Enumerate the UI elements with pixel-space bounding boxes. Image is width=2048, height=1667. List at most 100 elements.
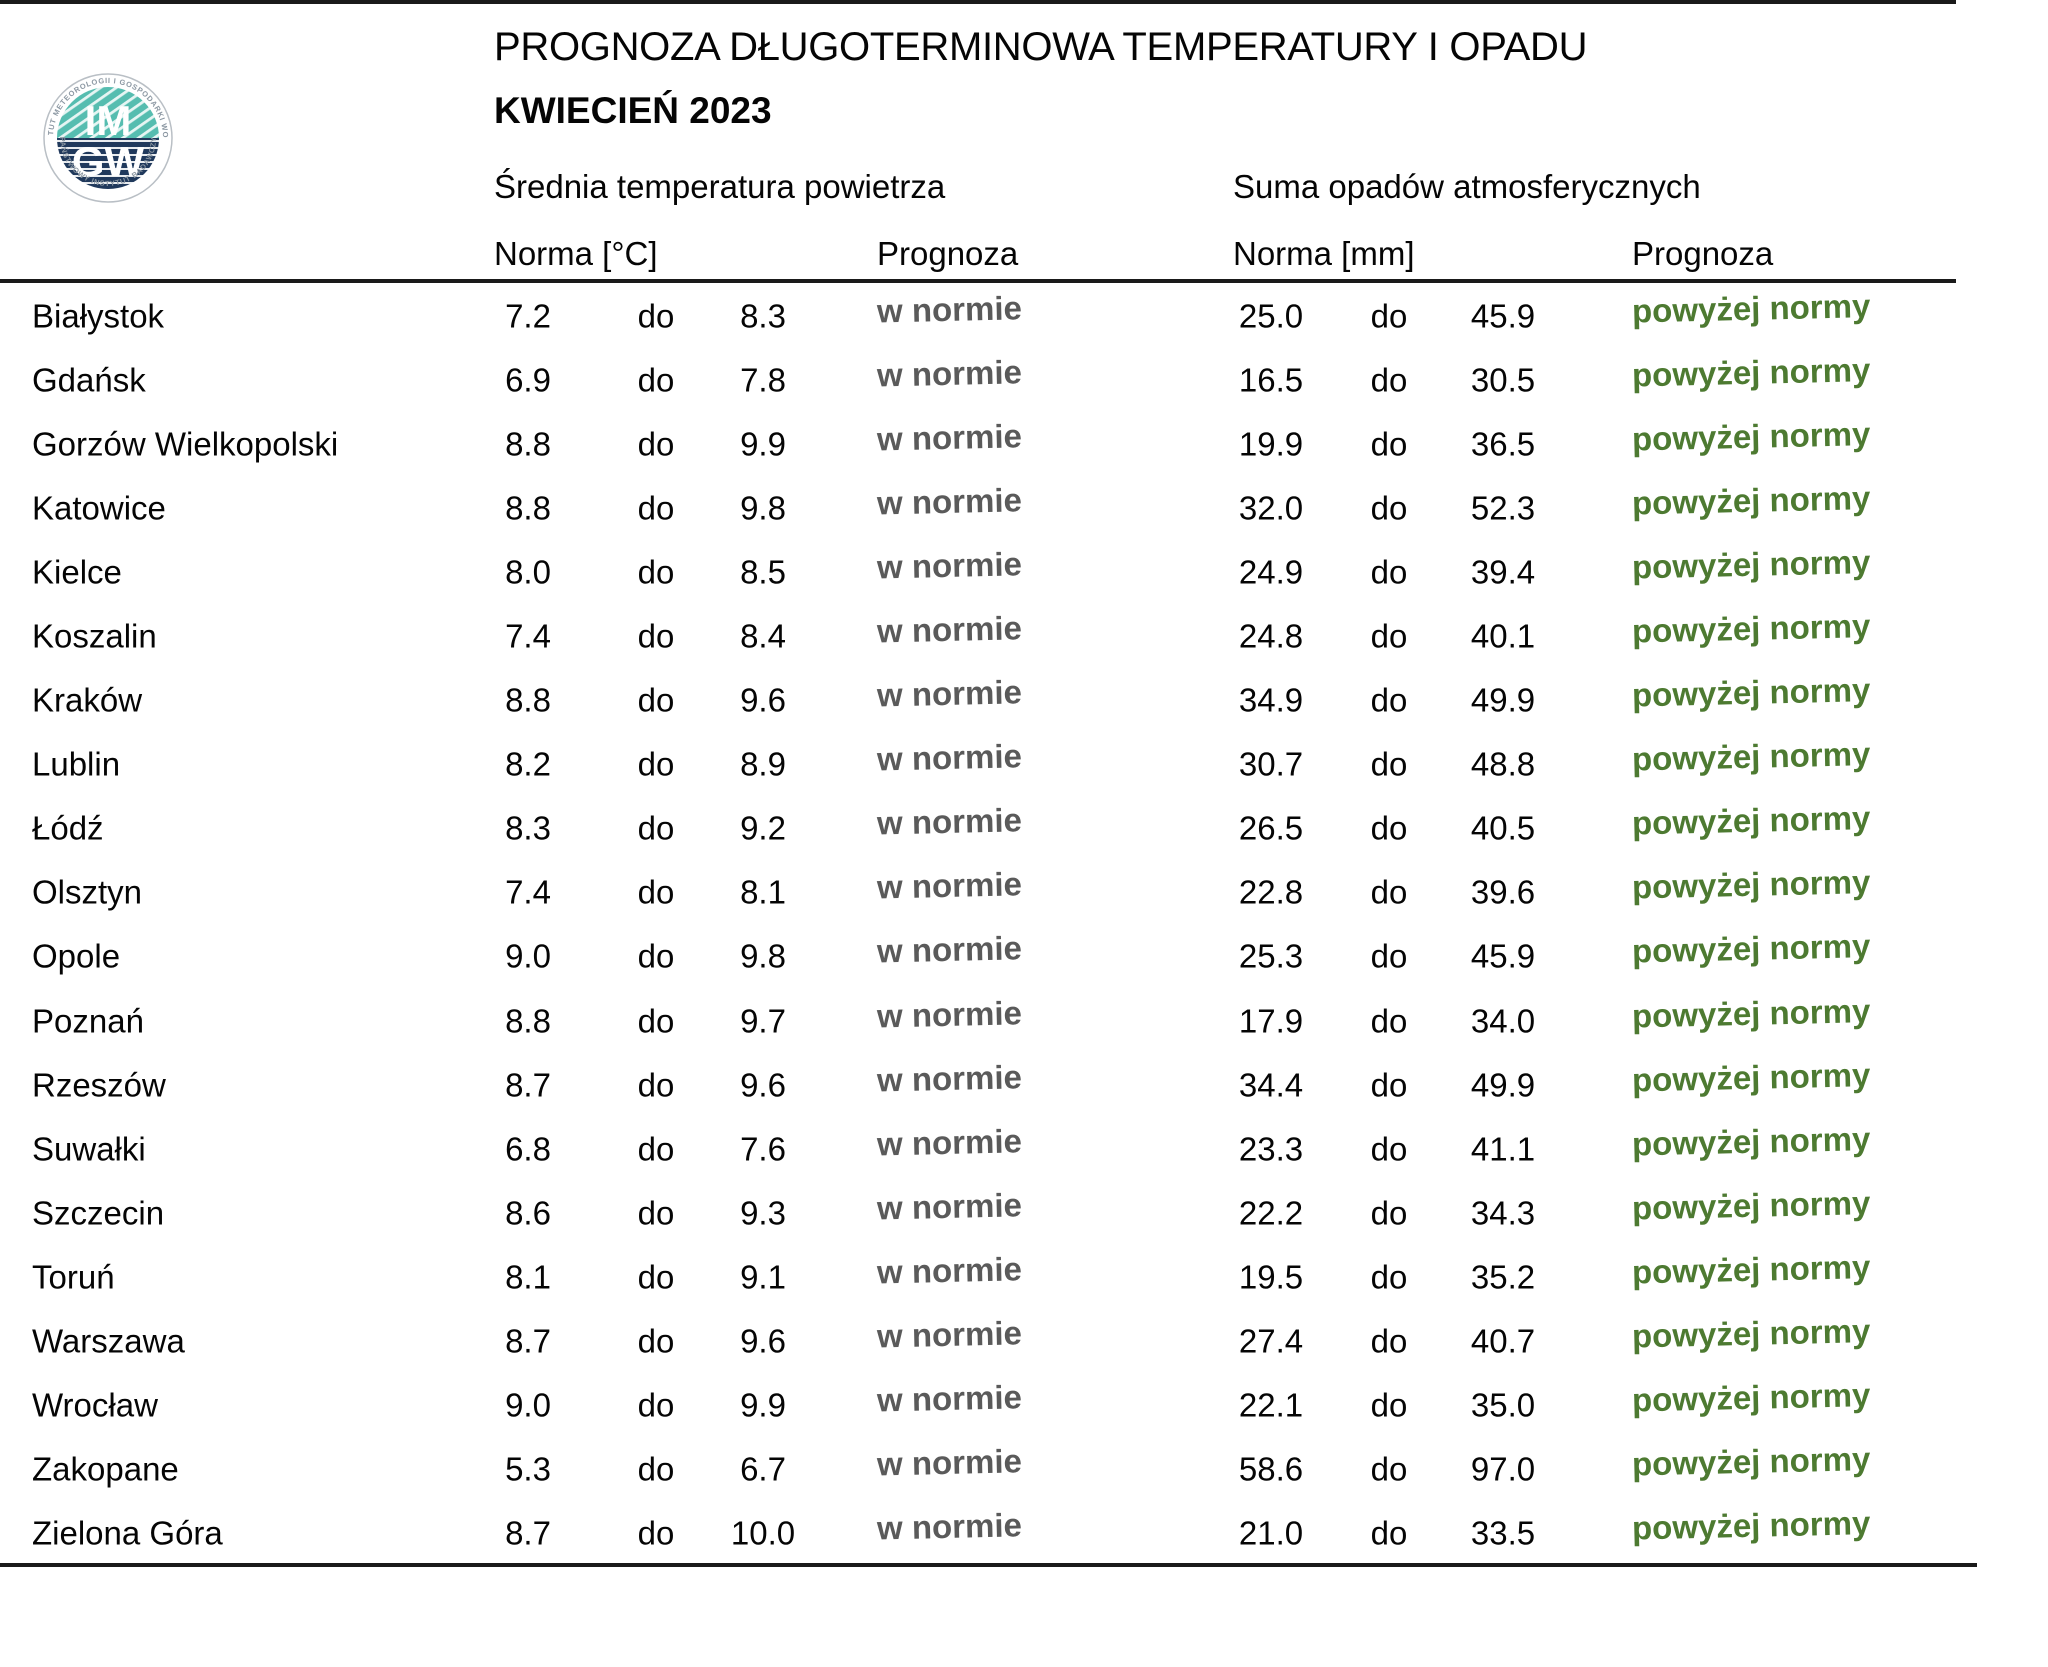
city-name: Toruń [32, 1258, 115, 1296]
temp-norm-min: 6.8 [505, 1130, 551, 1168]
precip-range-separator: do [1370, 1066, 1408, 1104]
precip-forecast-value: powyżej normy [1631, 863, 1871, 906]
precip-group-header: Suma opadów atmosferycznych [1233, 168, 1701, 205]
precip-range-separator: do [1370, 1002, 1408, 1040]
temp-range-separator: do [637, 1130, 675, 1168]
temp-range-separator: do [637, 1322, 675, 1360]
table-row: Szczecin 8.6 do 9.3 w normie 22.2 do 34.… [0, 1181, 2048, 1245]
temp-forecast-value: w normie [876, 481, 1023, 522]
temp-range-separator: do [637, 553, 675, 591]
temp-norm-min: 8.7 [505, 1514, 551, 1552]
temp-norm-min: 8.7 [505, 1322, 551, 1360]
precip-forecast-column-header: Prognoza [1632, 235, 1774, 272]
city-name: Wrocław [32, 1386, 158, 1424]
precip-forecast-value: powyżej normy [1631, 1504, 1871, 1547]
city-name: Gdańsk [32, 361, 146, 399]
temp-norm-min: 9.0 [505, 1386, 551, 1424]
temp-norm-min: 8.2 [505, 745, 551, 783]
precip-norm-max: 40.1 [1470, 617, 1536, 655]
precip-forecast-value: powyżej normy [1631, 287, 1871, 330]
temp-forecast-value: w normie [876, 1057, 1023, 1099]
precip-norm-min: 22.8 [1238, 873, 1304, 911]
precip-range-separator: do [1370, 617, 1408, 655]
temp-norm-min: 8.0 [505, 553, 551, 591]
temp-forecast-value: w normie [876, 417, 1023, 458]
city-name: Koszalin [32, 617, 157, 655]
imgw-logo: IM GW INSTYTUT METEOROLOGII I GOSPODARKI… [39, 65, 174, 204]
precip-norm-max: 35.2 [1470, 1258, 1536, 1296]
table-row: Białystok 7.2 do 8.3 w normie 25.0 do 45… [0, 284, 2048, 348]
temp-forecast-value: w normie [876, 1313, 1023, 1355]
temp-range-separator: do [637, 1002, 675, 1040]
precip-norm-max: 52.3 [1470, 489, 1536, 527]
page-subtitle: KWIECIEŃ 2023 [494, 90, 772, 131]
forecast-table-body: Białystok 7.2 do 8.3 w normie 25.0 do 45… [0, 284, 2048, 1565]
temp-forecast-value: w normie [876, 289, 1023, 330]
temp-norm-max: 9.6 [740, 681, 786, 719]
temp-norm-max: 8.3 [740, 297, 786, 335]
temp-range-separator: do [637, 937, 675, 975]
temp-norm-min: 8.8 [505, 489, 551, 527]
table-row: Suwałki 6.8 do 7.6 w normie 23.3 do 41.1… [0, 1117, 2048, 1181]
logo-text-gw: GW [72, 138, 145, 185]
temp-range-separator: do [637, 489, 675, 527]
table-row: Rzeszów 8.7 do 9.6 w normie 34.4 do 49.9… [0, 1053, 2048, 1117]
temp-forecast-value: w normie [876, 1378, 1023, 1419]
temp-range-separator: do [637, 745, 675, 783]
temp-norm-max: 9.9 [740, 425, 786, 463]
city-name: Poznań [32, 1002, 144, 1040]
precip-norm-min: 26.5 [1238, 809, 1304, 847]
precip-norm-max: 49.9 [1470, 1066, 1536, 1104]
precip-norm-max: 45.9 [1470, 937, 1536, 975]
precip-norm-min: 58.6 [1238, 1450, 1304, 1488]
precip-forecast-value: powyżej normy [1631, 1247, 1871, 1291]
city-name: Zielona Góra [32, 1514, 223, 1552]
temp-norm-min: 8.8 [505, 1002, 551, 1040]
temp-forecast-value: w normie [876, 1506, 1023, 1547]
header-separator [0, 279, 1956, 283]
table-row: Zielona Góra 8.7 do 10.0 w normie 21.0 d… [0, 1501, 2048, 1565]
precip-forecast-value: powyżej normy [1631, 927, 1871, 970]
temp-forecast-value: w normie [876, 801, 1023, 842]
precip-norm-max: 40.7 [1470, 1322, 1536, 1360]
table-row: Toruń 8.1 do 9.1 w normie 19.5 do 35.2 p… [0, 1245, 2048, 1309]
precip-range-separator: do [1370, 1130, 1408, 1168]
temp-norm-max: 8.5 [740, 553, 786, 591]
temp-forecast-value: w normie [876, 609, 1023, 650]
precip-forecast-value: powyżej normy [1631, 991, 1871, 1035]
temp-range-separator: do [637, 1066, 675, 1104]
page-title: PROGNOZA DŁUGOTERMINOWA TEMPERATURY I OP… [494, 25, 1588, 69]
temp-forecast-value: w normie [876, 1185, 1023, 1227]
precip-norm-max: 34.3 [1470, 1194, 1536, 1232]
city-name: Rzeszów [32, 1066, 166, 1104]
precip-forecast-value: powyżej normy [1631, 415, 1871, 458]
temp-range-separator: do [637, 617, 675, 655]
temp-norm-max: 9.1 [740, 1258, 786, 1296]
city-name: Łódź [32, 809, 104, 847]
temp-norm-max: 8.9 [740, 745, 786, 783]
temp-norm-max: 7.6 [740, 1130, 786, 1168]
temp-forecast-value: w normie [876, 1249, 1023, 1291]
precip-norm-max: 45.9 [1470, 297, 1536, 335]
precip-forecast-value: powyżej normy [1631, 1183, 1871, 1227]
temp-norm-max: 9.3 [740, 1194, 786, 1232]
temp-range-separator: do [637, 1194, 675, 1232]
temp-forecast-value: w normie [876, 929, 1023, 970]
temp-norm-max: 8.1 [740, 873, 786, 911]
temp-group-header: Średnia temperatura powietrza [494, 168, 946, 205]
precip-norm-min: 24.8 [1238, 617, 1304, 655]
temp-norm-max: 9.8 [740, 937, 786, 975]
temp-range-separator: do [637, 809, 675, 847]
precip-norm-max: 36.5 [1470, 425, 1536, 463]
precip-norm-min: 23.3 [1238, 1130, 1304, 1168]
table-row: Zakopane 5.3 do 6.7 w normie 58.6 do 97.… [0, 1437, 2048, 1501]
temp-norm-min: 6.9 [505, 361, 551, 399]
imgw-logo-icon: IM GW INSTYTUT METEOROLOGII I GOSPODARKI… [39, 65, 173, 203]
temp-forecast-value: w normie [876, 1121, 1023, 1163]
temp-norm-max: 7.8 [740, 361, 786, 399]
precip-norm-min: 24.9 [1238, 553, 1304, 591]
precip-forecast-value: powyżej normy [1631, 671, 1871, 714]
precip-norm-min: 21.0 [1238, 1514, 1304, 1552]
precip-range-separator: do [1370, 489, 1408, 527]
